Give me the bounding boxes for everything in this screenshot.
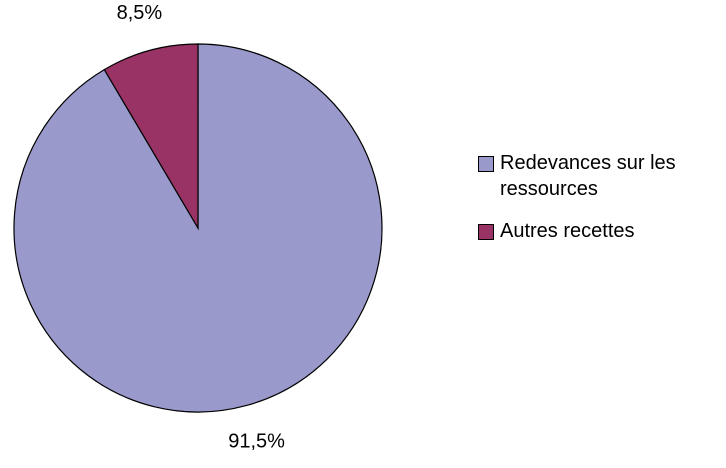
legend-swatch [478,156,494,172]
legend-label: Autres recettes [500,220,635,242]
legend: Redevances sur les ressources Autres rece… [478,150,724,260]
legend-swatch [478,224,494,240]
legend-item: Redevances sur les ressources [478,150,724,202]
pie-slice [103,43,199,231]
legend-item: Autres recettes [478,218,724,244]
data-label: 91,5% [228,430,285,452]
legend-label: Redevances sur les ressources [500,152,676,200]
data-label: 8,5% [117,2,163,24]
